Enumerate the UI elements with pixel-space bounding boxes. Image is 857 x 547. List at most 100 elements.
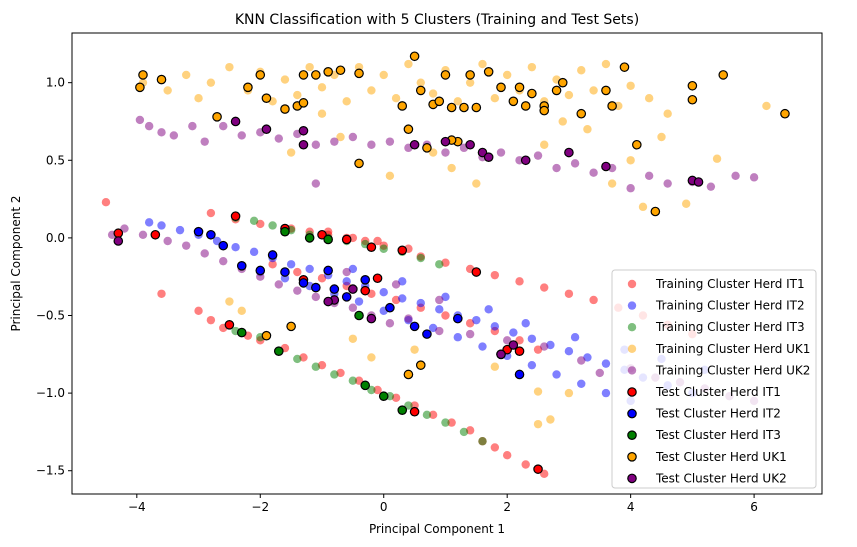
legend-marker [627, 301, 637, 310]
legend-marker [627, 344, 637, 353]
point-series-6 [514, 369, 525, 380]
point-series-3 [712, 154, 722, 163]
point-series-6 [218, 240, 229, 251]
point-series-4 [274, 134, 283, 143]
point-series-8 [551, 85, 562, 96]
point-series-1 [472, 315, 481, 325]
legend: Training Cluster Herd IT1 Training Cluste… [611, 269, 817, 489]
point-series-7 [323, 234, 333, 245]
point-series-1 [231, 243, 240, 252]
y-tick-label: −1.0 [36, 386, 65, 400]
point-series-3 [558, 117, 567, 126]
point-series-1 [570, 333, 580, 342]
legend-label: Training Cluster Herd UK2 [655, 363, 810, 377]
point-series-1 [509, 328, 518, 337]
point-series-1 [249, 247, 259, 257]
point-series-3 [502, 70, 512, 80]
point-series-1 [354, 297, 364, 306]
point-series-3 [348, 334, 358, 343]
legend-marker [627, 366, 637, 375]
point-series-6 [255, 265, 266, 276]
point-series-2 [293, 354, 302, 364]
point-series-1 [527, 360, 537, 370]
point-series-2 [441, 418, 450, 427]
point-series-1 [577, 379, 586, 388]
point-series-0 [521, 460, 530, 469]
point-series-3 [237, 306, 246, 316]
point-series-8 [459, 102, 469, 113]
point-series-5 [113, 228, 124, 239]
point-series-8 [508, 96, 519, 107]
legend-marker [627, 430, 637, 440]
point-series-3 [644, 93, 654, 103]
y-tick-label: 1.0 [46, 76, 65, 90]
point-series-7 [273, 346, 284, 356]
point-series-1 [342, 277, 351, 286]
point-series-3 [478, 59, 487, 69]
point-series-8 [471, 102, 482, 113]
point-series-5 [366, 242, 377, 253]
point-series-0 [540, 283, 549, 292]
point-series-6 [236, 261, 247, 271]
point-series-4 [219, 121, 228, 131]
point-series-3 [367, 86, 376, 95]
point-series-9 [348, 284, 358, 294]
point-series-3 [181, 70, 191, 80]
point-series-3 [194, 93, 203, 103]
legend-marker [627, 279, 637, 289]
point-series-4 [200, 137, 209, 146]
point-series-1 [144, 218, 154, 227]
point-series-1 [157, 221, 166, 230]
point-series-4 [237, 131, 246, 140]
point-series-9 [409, 139, 420, 150]
point-series-1 [521, 319, 530, 328]
point-series-8 [434, 96, 445, 107]
point-series-3 [225, 62, 234, 72]
point-series-3 [589, 86, 598, 95]
point-series-5 [533, 464, 543, 474]
point-series-4 [348, 303, 358, 312]
point-series-3 [607, 179, 617, 188]
point-series-3 [404, 59, 413, 69]
point-series-8 [138, 70, 148, 80]
point-series-5 [397, 245, 408, 256]
point-series-9 [323, 296, 333, 307]
point-series-0 [540, 469, 549, 479]
point-series-9 [366, 313, 377, 324]
point-series-3 [601, 59, 611, 69]
point-series-2 [478, 437, 487, 446]
point-series-3 [465, 78, 475, 87]
point-series-3 [527, 62, 537, 72]
point-series-3 [453, 97, 463, 106]
point-series-1 [490, 322, 500, 331]
y-tick-label: 0.5 [46, 153, 65, 167]
point-series-4 [441, 148, 450, 157]
chart-title: KNN Classification with 5 Clusters (Trai… [235, 12, 639, 28]
point-series-4 [274, 280, 283, 289]
point-series-9 [261, 124, 272, 135]
point-series-3 [367, 353, 376, 362]
point-series-3 [225, 297, 234, 306]
point-series-3 [317, 83, 327, 92]
point-series-3 [317, 109, 327, 118]
point-series-6 [409, 321, 420, 332]
plot-frame [71, 32, 823, 495]
point-series-6 [193, 226, 204, 237]
point-series-8 [261, 93, 272, 103]
point-series-0 [373, 385, 382, 395]
point-series-2 [459, 427, 469, 437]
point-series-4 [120, 224, 129, 233]
legend-label: Test Cluster Herd UK2 [655, 471, 787, 485]
point-series-4 [570, 159, 580, 168]
point-series-1 [484, 305, 493, 314]
point-series-7 [397, 405, 408, 415]
point-series-9 [483, 152, 494, 162]
point-series-0 [206, 315, 216, 325]
point-series-6 [329, 284, 340, 294]
point-series-3 [416, 78, 425, 87]
point-series-0 [490, 270, 500, 280]
point-series-8 [298, 98, 309, 108]
point-series-1 [453, 333, 463, 342]
point-series-1 [379, 288, 388, 297]
